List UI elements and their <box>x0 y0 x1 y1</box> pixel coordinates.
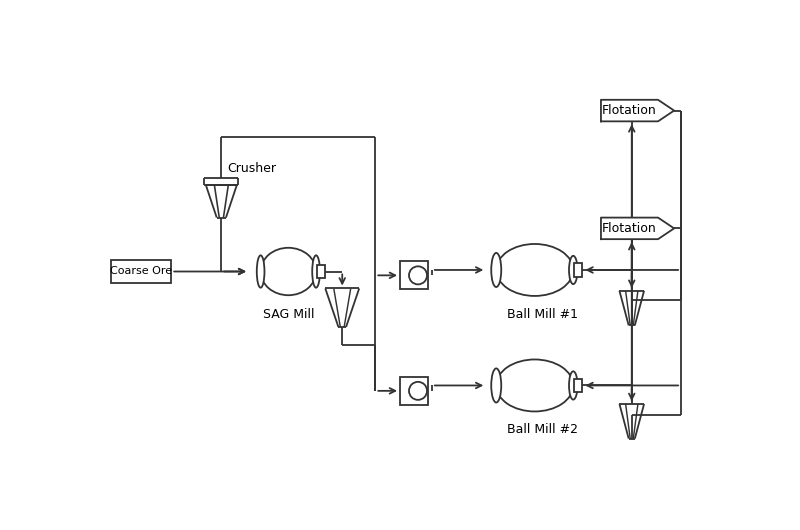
Circle shape <box>409 382 427 400</box>
Ellipse shape <box>491 368 502 402</box>
Bar <box>400 377 428 405</box>
Polygon shape <box>601 218 674 239</box>
Text: Ball Mill #2: Ball Mill #2 <box>507 423 578 436</box>
Ellipse shape <box>491 253 502 287</box>
Bar <box>317 264 325 278</box>
Ellipse shape <box>257 255 265 288</box>
Polygon shape <box>601 100 674 121</box>
Ellipse shape <box>261 248 316 295</box>
Text: Coarse Ore: Coarse Ore <box>110 267 172 277</box>
Text: SAG Mill: SAG Mill <box>262 308 314 322</box>
Bar <box>574 263 582 277</box>
Text: Crusher: Crusher <box>227 162 277 175</box>
Bar <box>111 260 171 283</box>
Bar <box>574 378 582 392</box>
Ellipse shape <box>569 256 578 284</box>
Circle shape <box>409 267 427 285</box>
Ellipse shape <box>496 244 574 296</box>
Ellipse shape <box>496 359 574 411</box>
Ellipse shape <box>312 255 320 288</box>
Ellipse shape <box>569 372 578 400</box>
Text: Ball Mill #1: Ball Mill #1 <box>507 308 578 321</box>
Text: Flotation: Flotation <box>602 222 656 235</box>
Text: Flotation: Flotation <box>602 104 656 117</box>
Bar <box>400 261 428 289</box>
